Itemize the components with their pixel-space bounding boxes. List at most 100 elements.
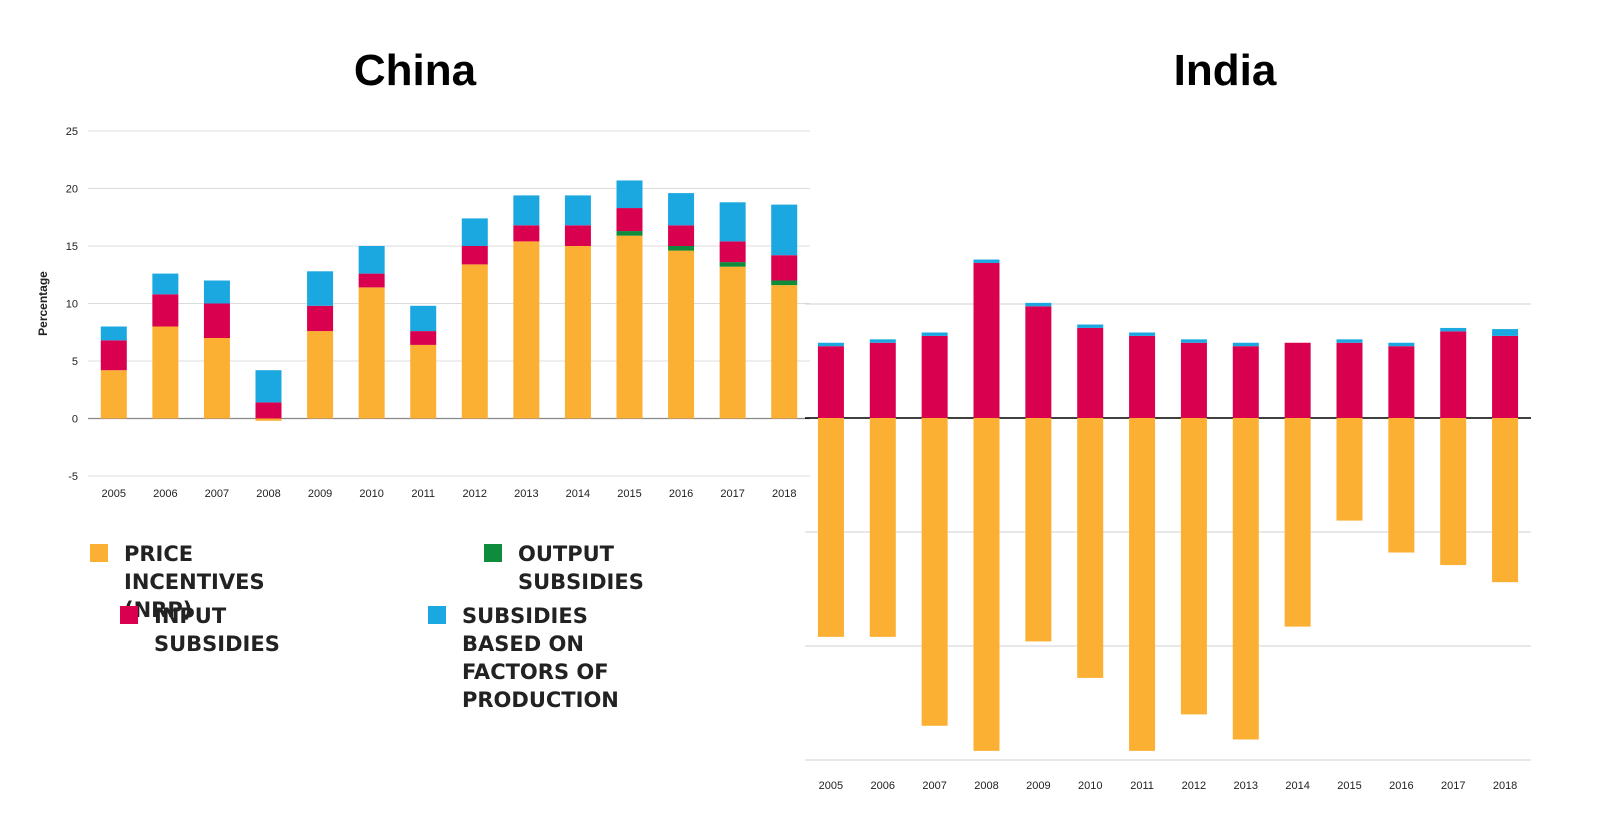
china-bar-price-incentives-nrp-2017: [719, 266, 746, 419]
china-y-tick-label: 20: [66, 184, 78, 196]
india-x-tick-label: 2007: [922, 780, 946, 792]
india-bar-subsidies-based-on-factors-of-production-2009: [1025, 302, 1052, 307]
india-x-tick-label: 2008: [974, 780, 998, 792]
china-bar-subsidies-based-on-factors-of-production-2018: [771, 204, 798, 256]
india-bar-input-subsidies-2010: [1077, 327, 1104, 418]
india-bar-price-incentives-nrp-2006: [869, 418, 896, 637]
india-bar-subsidies-based-on-factors-of-production-2006: [869, 339, 896, 343]
china-bar-subsidies-based-on-factors-of-production-2009: [307, 271, 334, 306]
india-bar-price-incentives-nrp-2013: [1232, 418, 1259, 740]
china-bar-subsidies-based-on-factors-of-production-2013: [513, 195, 540, 226]
china-bar-price-incentives-nrp-2018: [771, 285, 798, 419]
india-bar-input-subsidies-2015: [1336, 342, 1363, 418]
india-bar-input-subsidies-2011: [1129, 335, 1156, 418]
china-x-tick-label: 2008: [256, 488, 280, 500]
india-bar-subsidies-based-on-factors-of-production-2011: [1129, 332, 1156, 336]
china-bar-input-subsidies-2007: [203, 303, 230, 338]
china-bar-input-subsidies-2013: [513, 225, 540, 242]
china-x-tick-label: 2016: [669, 488, 693, 500]
china-y-tick-label: 10: [66, 299, 78, 311]
india-bar-subsidies-based-on-factors-of-production-2008: [973, 259, 1000, 263]
legend-label-factor-subsidies: SUBSIDIES BASED ON FACTORS OF PRODUCTION: [462, 604, 619, 712]
china-x-tick-label: 2009: [308, 488, 332, 500]
india-x-tick-label: 2014: [1285, 780, 1309, 792]
india-x-tick-label: 2013: [1234, 780, 1258, 792]
china-bar-input-subsidies-2009: [307, 305, 334, 332]
china-bar-input-subsidies-2018: [771, 255, 798, 281]
china-bar-input-subsidies-2008: [255, 402, 282, 419]
india-x-tick-label: 2009: [1026, 780, 1050, 792]
china-bar-subsidies-based-on-factors-of-production-2015: [616, 180, 643, 209]
india-bar-input-subsidies-2016: [1388, 346, 1415, 418]
india-bar-subsidies-based-on-factors-of-production-2015: [1336, 339, 1363, 343]
india-bar-input-subsidies-2006: [869, 342, 896, 418]
legend-label-output-subsidies: OUTPUT SUBSIDIES: [518, 542, 644, 594]
china-bar-price-incentives-nrp-2015: [616, 235, 643, 419]
india-bar-input-subsidies-2008: [973, 262, 1000, 418]
china-bar-price-incentives-nrp-2014: [564, 246, 591, 419]
china-bar-output-subsidies-2017: [719, 262, 746, 267]
legend-label-input-subsidies: INPUT SUBSIDIES: [154, 604, 280, 656]
china-bar-input-subsidies-2016: [668, 225, 695, 246]
india-bar-subsidies-based-on-factors-of-production-2005: [817, 342, 844, 347]
china-bar-price-incentives-nrp-2006: [152, 326, 179, 419]
china-x-tick-label: 2012: [463, 488, 487, 500]
india-bar-price-incentives-nrp-2007: [921, 418, 948, 726]
india-bar-input-subsidies-2018: [1492, 335, 1519, 418]
legend-swatch-price-incentives: [90, 544, 108, 562]
india-bar-price-incentives-nrp-2011: [1129, 418, 1156, 751]
china-x-tick-label: 2015: [617, 488, 641, 500]
china-bar-input-subsidies-2012: [461, 246, 488, 265]
china-x-tick-label: 2005: [102, 488, 126, 500]
china-bar-price-incentives-nrp-2009: [307, 331, 334, 419]
india-bar-price-incentives-nrp-2014: [1284, 418, 1311, 627]
india-bar-price-incentives-nrp-2015: [1336, 418, 1363, 521]
china-bar-price-incentives-nrp-2016: [668, 250, 695, 419]
china-bar-input-subsidies-2010: [358, 273, 385, 288]
china-bar-subsidies-based-on-factors-of-production-2005: [100, 326, 127, 341]
china-x-tick-label: 2017: [720, 488, 744, 500]
china-x-tick-label: 2006: [153, 488, 177, 500]
india-x-tick-label: 2015: [1337, 780, 1361, 792]
india-bar-subsidies-based-on-factors-of-production-2010: [1077, 324, 1104, 328]
legend-swatch-output-subsidies: [484, 544, 502, 562]
china-bar-subsidies-based-on-factors-of-production-2016: [668, 193, 695, 226]
india-bar-subsidies-based-on-factors-of-production-2013: [1232, 342, 1259, 347]
legend-swatch-factor-subsidies: [428, 606, 446, 624]
india-bar-subsidies-based-on-factors-of-production-2016: [1388, 342, 1415, 347]
india-x-tick-label: 2016: [1389, 780, 1413, 792]
china-bar-output-subsidies-2016: [668, 246, 695, 251]
india-bar-input-subsidies-2014: [1284, 342, 1311, 418]
india-bar-price-incentives-nrp-2005: [817, 418, 844, 637]
china-x-tick-label: 2010: [359, 488, 383, 500]
china-bar-price-incentives-nrp-2007: [203, 338, 230, 419]
india-bar-subsidies-based-on-factors-of-production-2018: [1492, 329, 1519, 336]
china-bar-price-incentives-nrp-2008: [255, 418, 282, 421]
china-bar-subsidies-based-on-factors-of-production-2014: [564, 195, 591, 226]
china-bar-price-incentives-nrp-2005: [100, 370, 127, 419]
china-y-tick-label: 0: [72, 414, 78, 426]
india-bar-input-subsidies-2009: [1025, 306, 1052, 418]
china-bar-subsidies-based-on-factors-of-production-2006: [152, 273, 179, 295]
india-bar-input-subsidies-2013: [1232, 346, 1259, 418]
china-bar-price-incentives-nrp-2010: [358, 287, 385, 419]
china-bar-subsidies-based-on-factors-of-production-2011: [410, 305, 437, 332]
india-bar-price-incentives-nrp-2009: [1025, 418, 1052, 642]
china-bar-subsidies-based-on-factors-of-production-2017: [719, 202, 746, 242]
china-bar-price-incentives-nrp-2012: [461, 264, 488, 419]
india-bar-subsidies-based-on-factors-of-production-2007: [921, 332, 948, 336]
india-bar-price-incentives-nrp-2012: [1180, 418, 1207, 715]
china-y-tick-label: 15: [66, 241, 78, 253]
china-x-tick-label: 2011: [411, 488, 435, 500]
legend-swatch-input-subsidies: [120, 606, 138, 624]
china-bar-input-subsidies-2006: [152, 294, 179, 327]
china-bar-price-incentives-nrp-2011: [410, 344, 437, 419]
china-bar-input-subsidies-2017: [719, 241, 746, 263]
china-bar-subsidies-based-on-factors-of-production-2008: [255, 370, 282, 403]
china-bar-subsidies-based-on-factors-of-production-2012: [461, 218, 488, 246]
china-bar-subsidies-based-on-factors-of-production-2007: [203, 280, 230, 304]
india-bar-input-subsidies-2017: [1440, 331, 1467, 418]
china-bar-input-subsidies-2011: [410, 331, 437, 345]
india-bar-price-incentives-nrp-2010: [1077, 418, 1104, 678]
